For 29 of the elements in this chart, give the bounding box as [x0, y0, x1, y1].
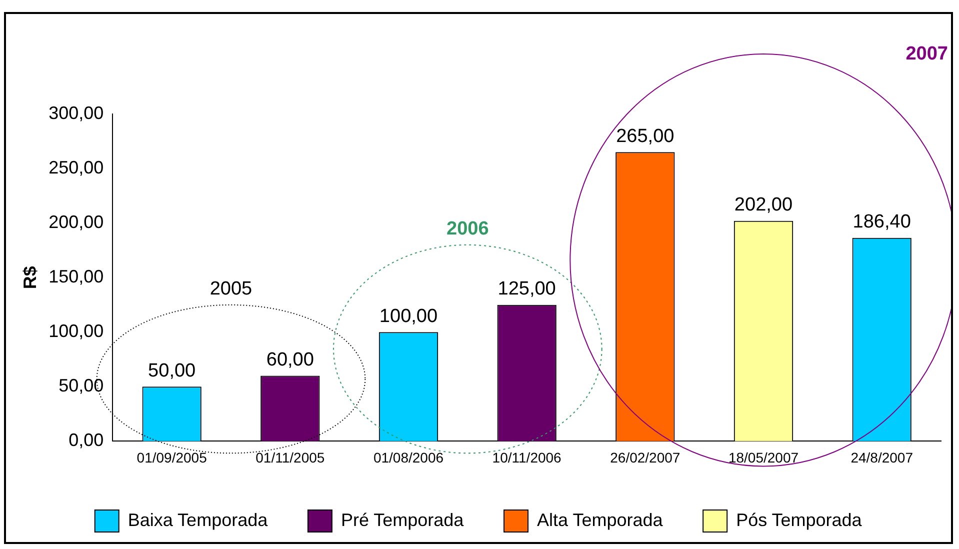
y-tick-label: 250,00 [48, 158, 104, 178]
x-tick-label: 01/09/2005 [136, 449, 208, 466]
y-tick-label: 150,00 [48, 266, 104, 287]
x-tick-label: 18/05/2007 [728, 449, 799, 466]
data-label: 50,00 [148, 360, 196, 382]
y-axis-title: R$ [20, 266, 40, 290]
y-tick-label: 300,00 [48, 102, 104, 123]
annotation: 2006 [446, 218, 489, 240]
data-label: 60,00 [266, 349, 314, 370]
legend-label: Pré Temporada [340, 510, 465, 530]
text: 2007 [906, 44, 948, 65]
y-tick-label: 100,00 [48, 321, 104, 342]
x-tick-label: 24/8/2007 [850, 449, 914, 466]
legend-label: Baixa Temporada [128, 510, 269, 530]
x-tick-label: 01/08/2006 [373, 449, 444, 466]
data-label: 265,00 [616, 126, 674, 147]
x-tick-label: 10/11/2006 [492, 449, 562, 466]
legend-label: Alta Temporada [537, 510, 664, 530]
data-label: 202,00 [734, 194, 793, 216]
y-tick-label: 200,00 [48, 212, 104, 232]
y-tick-label: 0,00 [68, 430, 104, 450]
data-label: 186,40 [852, 212, 911, 233]
data-label: 125,00 [498, 278, 556, 300]
annotation: 2005 [210, 278, 252, 300]
data-label: 100,00 [379, 306, 438, 327]
legend-label: Pós Temporada [736, 510, 863, 530]
y-tick-label: 50,00 [58, 376, 104, 396]
x-tick-label: 01/11/2005 [256, 449, 325, 466]
x-tick-label: 26/02/2007 [610, 449, 680, 466]
